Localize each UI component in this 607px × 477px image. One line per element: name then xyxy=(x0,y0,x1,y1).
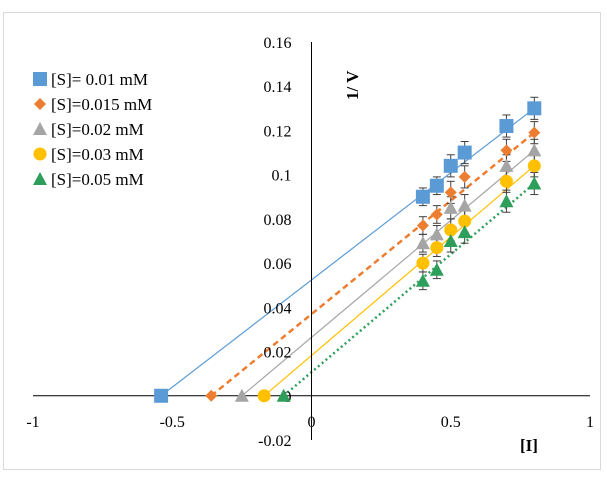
y-tick-label: 0.12 xyxy=(264,123,292,140)
x-tick-label: 0.5 xyxy=(441,414,461,431)
x-tick-label: 1 xyxy=(586,414,594,431)
legend: [S]= 0.01 mM [S]=0.015 mM [S]=0.02 mM [S]=0… xyxy=(33,70,152,189)
data-point xyxy=(443,200,458,214)
data-point xyxy=(458,170,471,183)
data-point xyxy=(430,208,443,221)
data-point xyxy=(416,256,430,270)
data-point xyxy=(499,194,514,208)
y-tick-label: 0.08 xyxy=(264,212,292,229)
data-point xyxy=(527,101,542,116)
data-point xyxy=(499,174,513,188)
data-point xyxy=(416,219,429,232)
data-point xyxy=(429,227,444,241)
y-tick-label: 0.1 xyxy=(272,168,292,185)
data-point xyxy=(415,273,430,287)
data-markers xyxy=(154,101,542,403)
chart-frame xyxy=(3,12,601,470)
x-intercept-point xyxy=(276,388,291,402)
legend-label: [S]= 0.01 mM xyxy=(51,70,148,89)
y-tick-label: 0.16 xyxy=(264,35,292,52)
data-point xyxy=(527,143,542,157)
data-point xyxy=(443,158,458,173)
data-point xyxy=(430,241,444,255)
y-tick-label: 0.02 xyxy=(264,345,292,362)
y-tick-label: -0.02 xyxy=(258,433,291,450)
data-point xyxy=(457,145,472,160)
data-point xyxy=(528,126,541,139)
x-intercept-point xyxy=(257,389,271,403)
legend-label: [S]=0.05 mM xyxy=(51,170,144,189)
y-axis-title: 1/ V xyxy=(343,70,362,100)
x-intercept-point xyxy=(234,388,249,402)
x-axis-title: [I] xyxy=(520,436,538,455)
x-tick-label: -0.5 xyxy=(160,414,185,431)
legend-marker xyxy=(33,172,47,185)
x-intercept-point xyxy=(154,388,169,403)
y-tick-label: 0.04 xyxy=(264,300,292,317)
data-point xyxy=(443,234,458,247)
x-tick-label: 0 xyxy=(308,414,316,431)
x-tick-labels: -1 -0.5 0 0.5 1 xyxy=(26,414,594,431)
legend-marker xyxy=(33,72,47,86)
legend-marker xyxy=(33,122,47,135)
legend-label: [S]=0.02 mM xyxy=(51,120,144,139)
legend-marker xyxy=(34,98,46,110)
data-point xyxy=(444,223,458,237)
data-point xyxy=(429,178,444,193)
data-point xyxy=(429,262,444,276)
legend-label: [S]=0.015 mM xyxy=(51,95,152,114)
data-point xyxy=(457,198,472,212)
legend-marker xyxy=(33,147,47,161)
axes xyxy=(33,42,590,440)
data-point xyxy=(415,189,430,204)
y-tick-label: 0.06 xyxy=(264,256,292,273)
fit-line xyxy=(241,149,535,397)
y-tick-label: 0.14 xyxy=(264,79,292,96)
data-point xyxy=(415,236,430,250)
error-bars xyxy=(418,96,539,291)
x-intercept-point xyxy=(205,389,218,402)
data-point xyxy=(457,225,472,239)
fit-line xyxy=(282,182,536,397)
data-point xyxy=(527,159,541,173)
legend-label: [S]=0.03 mM xyxy=(51,145,144,164)
y-tick-labels: -0.0200.020.040.060.080.10.120.140.16 xyxy=(258,35,291,450)
data-point xyxy=(499,119,514,134)
data-point xyxy=(444,186,457,199)
data-point xyxy=(458,214,472,228)
data-point xyxy=(527,176,542,190)
fit-line xyxy=(160,107,535,397)
fit-line xyxy=(210,131,536,397)
fit-line xyxy=(263,165,535,397)
data-point xyxy=(500,144,513,157)
fit-lines xyxy=(160,107,536,397)
x-tick-label: -1 xyxy=(26,414,39,431)
data-point xyxy=(499,158,514,172)
